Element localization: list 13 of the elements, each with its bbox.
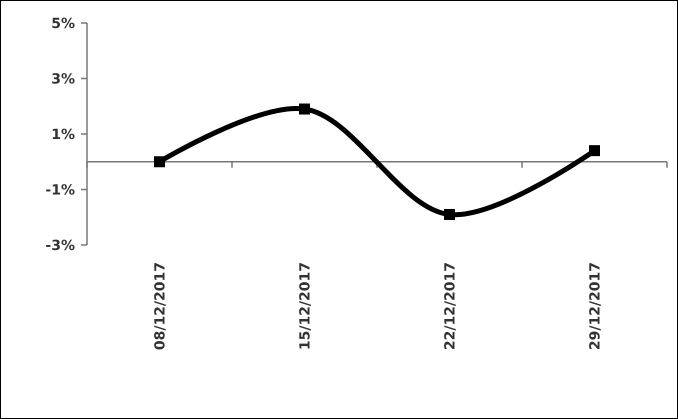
- y-tick-label: 5%: [51, 16, 75, 32]
- x-tick-label: 08/12/2017: [152, 262, 168, 350]
- point: [444, 208, 455, 220]
- y-tick-label: 3%: [51, 71, 75, 88]
- point: [299, 104, 310, 115]
- x-tick-label: 22/12/2017: [442, 262, 458, 350]
- y-tick-label: -1%: [45, 182, 75, 198]
- x-tick-label: 29/12/2017: [587, 262, 604, 350]
- point: [154, 156, 165, 168]
- x-tick-label: 15/12/2017: [297, 262, 314, 350]
- y-tick-label: -3%: [45, 238, 75, 254]
- point: [589, 145, 600, 156]
- y-tick-label: 1%: [51, 126, 75, 143]
